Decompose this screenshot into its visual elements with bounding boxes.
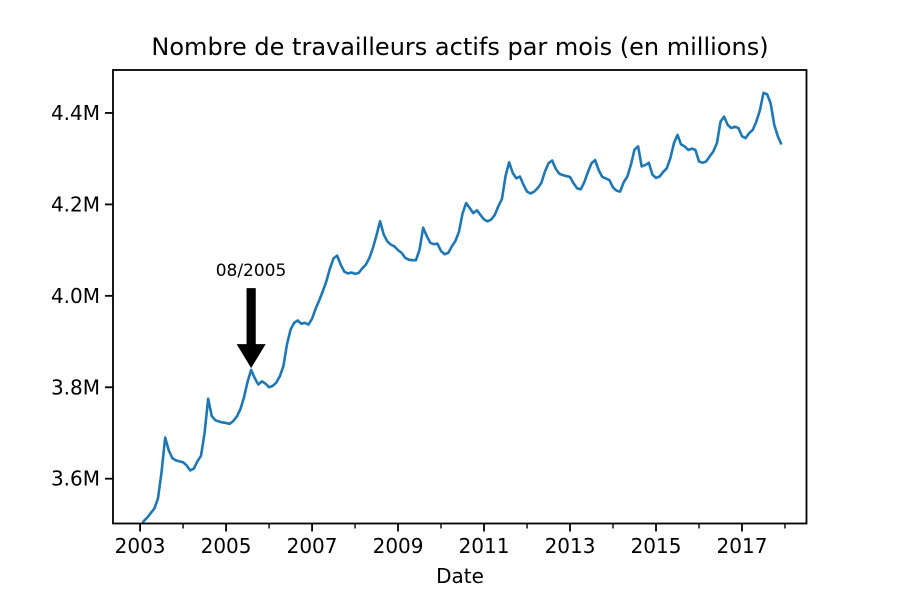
data-line (141, 91, 783, 524)
x-tick-label: 2015 (631, 534, 682, 558)
y-tick-label: 3.8M (51, 375, 100, 399)
x-tick-label: 2007 (287, 534, 338, 558)
x-tick-label: 2005 (201, 534, 252, 558)
annotation-label: 08/2005 (215, 261, 287, 281)
plot-border (112, 69, 808, 525)
y-tick-label: 4.2M (51, 192, 100, 216)
x-tick-label: 2003 (115, 534, 166, 558)
chart-title: Nombre de travailleurs actifs par mois (… (151, 33, 769, 61)
x-tick-label: 2009 (373, 534, 424, 558)
y-tick-label: 4.0M (51, 284, 100, 308)
annotation-arrow (236, 288, 266, 369)
y-tick-label: 3.6M (51, 467, 100, 491)
x-axis-label: Date (436, 564, 484, 588)
x-tick-label: 2017 (717, 534, 768, 558)
x-tick-label: 2013 (545, 534, 596, 558)
x-tick-label: 2011 (459, 534, 510, 558)
y-tick-label: 4.4M (51, 101, 100, 125)
